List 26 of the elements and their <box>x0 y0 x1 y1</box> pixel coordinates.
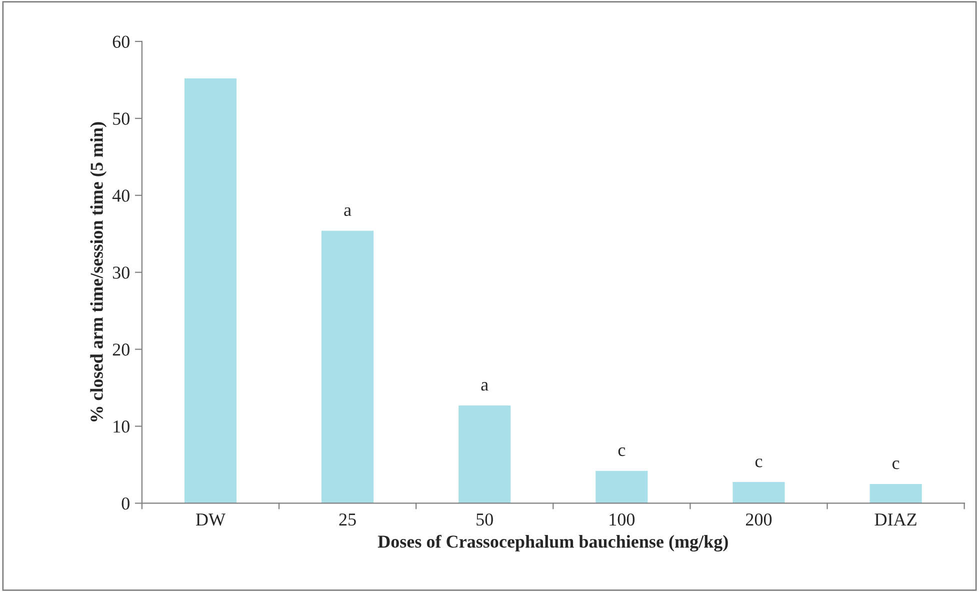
x-tick-label: DIAZ <box>874 514 916 526</box>
bar <box>184 78 237 504</box>
bar <box>458 405 511 504</box>
y-tick-label: 40 <box>112 190 130 202</box>
y-axis-title: % closed arm time/session time (5 min) <box>90 122 107 422</box>
annotation: c <box>892 460 900 470</box>
annotation: a <box>344 207 352 216</box>
x-tick-label: 100 <box>610 513 635 526</box>
y-tick-label: 20 <box>112 344 130 356</box>
y-tick-label: 30 <box>112 266 130 279</box>
x-tick-label: DW <box>196 514 226 526</box>
y-tick-label: 50 <box>113 112 130 125</box>
bar <box>870 484 922 504</box>
annotation: c <box>755 458 762 468</box>
x-axis-title: Doses of Crassocephalum bauchiense (mg/kg) <box>378 534 728 552</box>
y-tick-label: 0 <box>122 497 130 510</box>
bar <box>732 482 785 504</box>
bar <box>322 230 374 504</box>
x-tick-label: 50 <box>476 513 493 526</box>
annotation: c <box>618 447 626 456</box>
y-tick-label: 60 <box>112 36 130 48</box>
y-tick-label: 10 <box>114 420 130 433</box>
x-tick-label: 25 <box>339 513 356 526</box>
annotation: a <box>481 382 488 391</box>
x-tick-label: 200 <box>746 513 772 526</box>
bar <box>596 470 648 504</box>
